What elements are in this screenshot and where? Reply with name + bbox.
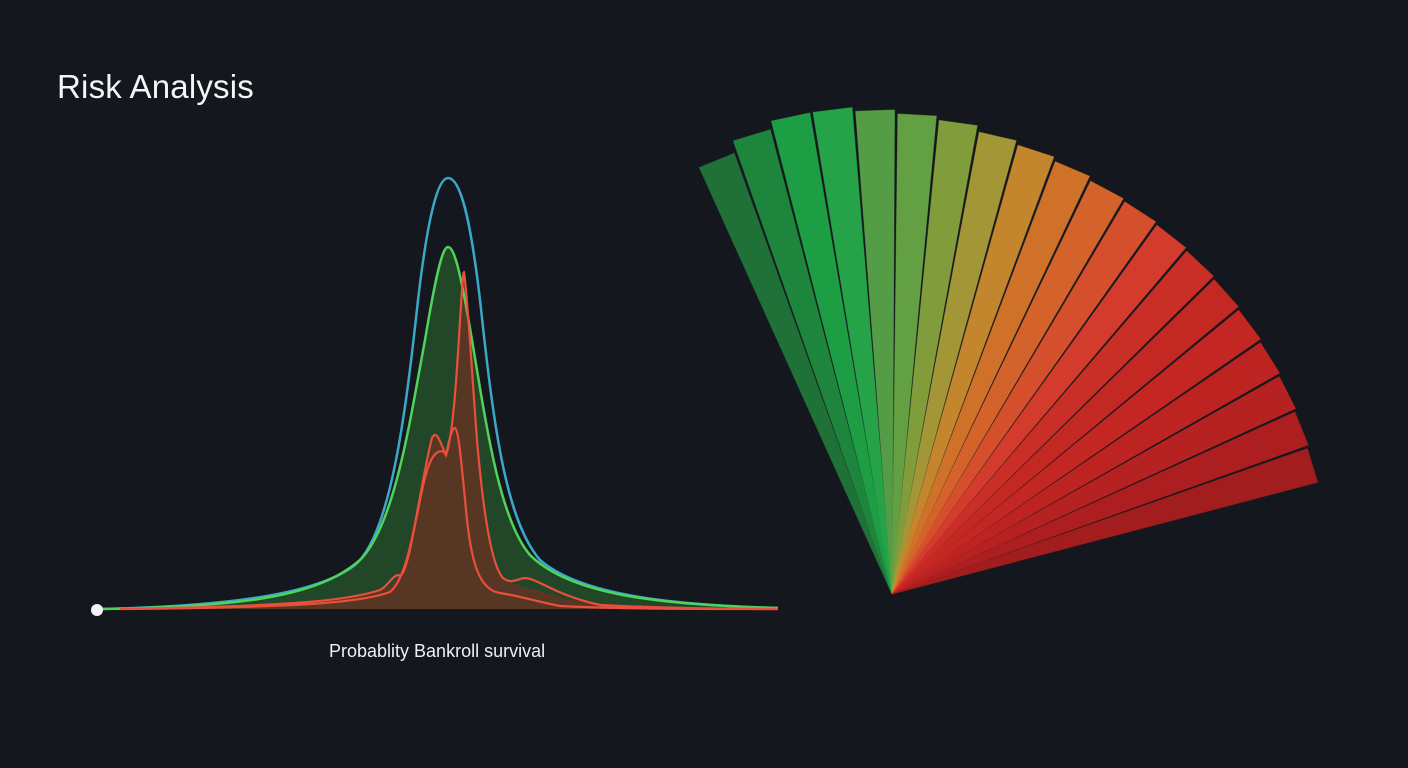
fan-segment: [891, 144, 1055, 595]
fan-segment: [812, 107, 893, 595]
fan-segment: [891, 113, 937, 595]
fan-segment: [891, 161, 1091, 595]
fan-chart: [698, 107, 1319, 595]
fan-segment: [891, 309, 1262, 595]
red-area: [120, 272, 778, 609]
fan-segment: [891, 224, 1187, 595]
fan-segment: [891, 341, 1281, 595]
fan-segment: [891, 278, 1239, 595]
fan-segment: [891, 180, 1124, 595]
fan-segment: [732, 129, 893, 595]
fan-segment: [891, 447, 1319, 595]
red-sharp-curve: [119, 270, 779, 611]
green-curve: [99, 245, 779, 611]
fan-segment: [698, 152, 893, 595]
green-area: [100, 247, 778, 609]
page-title: Risk Analysis: [57, 68, 254, 105]
red-bimodal-curve: [129, 426, 779, 611]
distribution-chart: [91, 176, 779, 616]
fan-segment: [891, 131, 1017, 595]
fan-segment: [855, 109, 896, 595]
fan-segment: [891, 376, 1297, 595]
fan-segment: [891, 411, 1309, 595]
x-axis-label: Probablity Bankroll survival: [329, 641, 546, 661]
fan-segment: [891, 119, 978, 595]
axis-origin-dot[interactable]: [91, 604, 103, 616]
fan-segment: [891, 201, 1157, 595]
fan-segment: [770, 112, 893, 595]
fan-segment: [891, 250, 1215, 595]
